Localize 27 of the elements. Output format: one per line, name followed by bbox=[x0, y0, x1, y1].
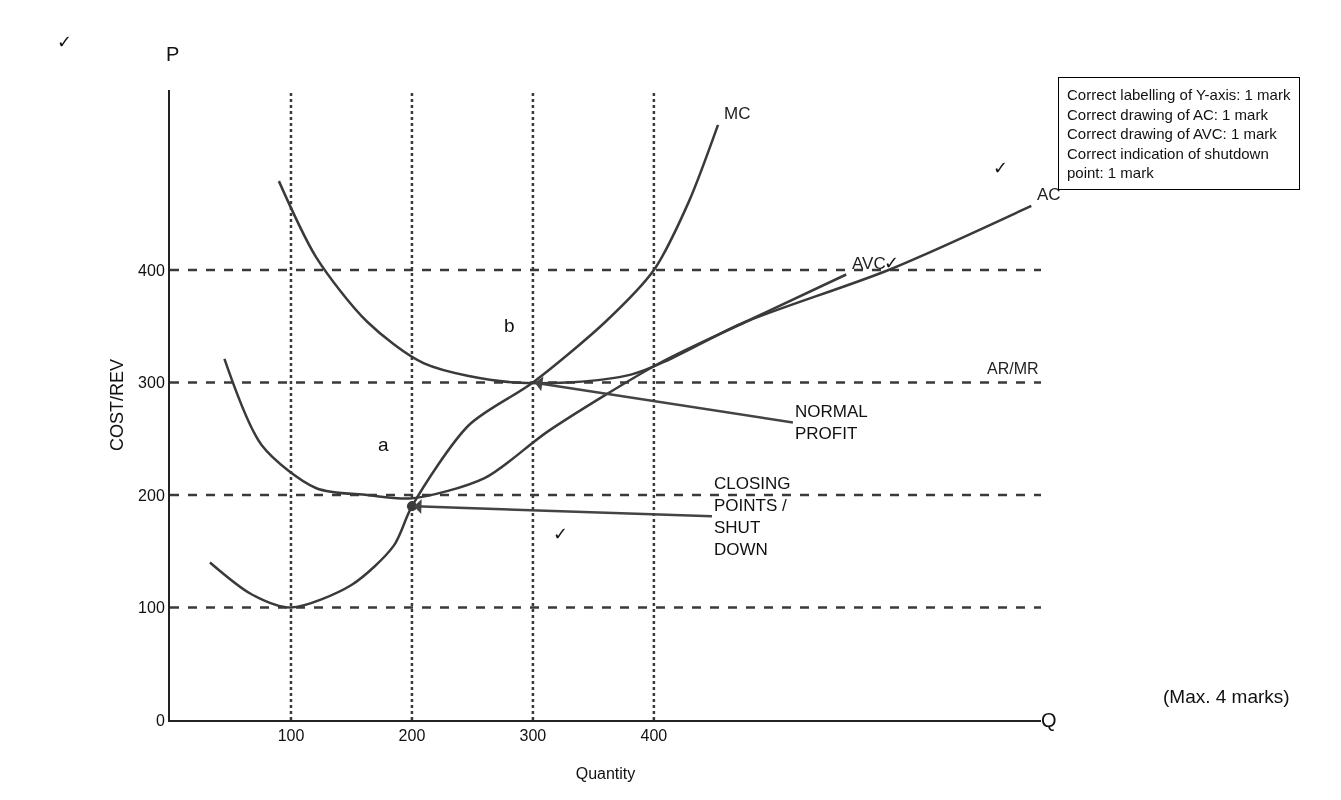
annotation: CLOSING POINTS / SHUT DOWN bbox=[714, 474, 791, 560]
x-tick-label: 400 bbox=[640, 727, 668, 745]
x-tick-label: 200 bbox=[398, 727, 426, 745]
y-tick-label: 300 bbox=[138, 374, 165, 392]
y-tick-label: 100 bbox=[138, 599, 165, 617]
text: P bbox=[166, 43, 180, 65]
text: Correct labelling of Y-axis: 1 mark Correct drawing of AC: 1 mark Correct drawing of AVC: 1 mark Correct indication of shutdown point: 1 mark bbox=[1067, 86, 1291, 181]
annotation: ✓ bbox=[553, 524, 568, 544]
annotation: b bbox=[504, 315, 515, 336]
x-tick-label: 300 bbox=[519, 727, 547, 745]
annotation: Q bbox=[1041, 709, 1057, 731]
text: (Max. 4 marks) bbox=[1163, 686, 1290, 707]
annotation: ✓ bbox=[884, 253, 899, 273]
series-label: AVC bbox=[852, 254, 886, 273]
annotation: NORMAL PROFIT bbox=[795, 402, 868, 444]
x-tick-label: 100 bbox=[277, 727, 305, 745]
text: ✓ bbox=[57, 32, 72, 52]
y-tick-label: 400 bbox=[138, 261, 165, 279]
annotation: ✓ bbox=[993, 158, 1008, 178]
y-tick-label: 0 bbox=[155, 711, 165, 729]
ref-line-label: AR/MR bbox=[987, 360, 1039, 377]
series-label: AC bbox=[1037, 185, 1061, 204]
x-axis-title: Quantity bbox=[575, 765, 636, 782]
y-tick-label: 200 bbox=[138, 486, 165, 504]
annotation: a bbox=[378, 434, 389, 455]
y-axis-title: COST/REV bbox=[107, 358, 127, 452]
series-label: MC bbox=[724, 104, 751, 123]
